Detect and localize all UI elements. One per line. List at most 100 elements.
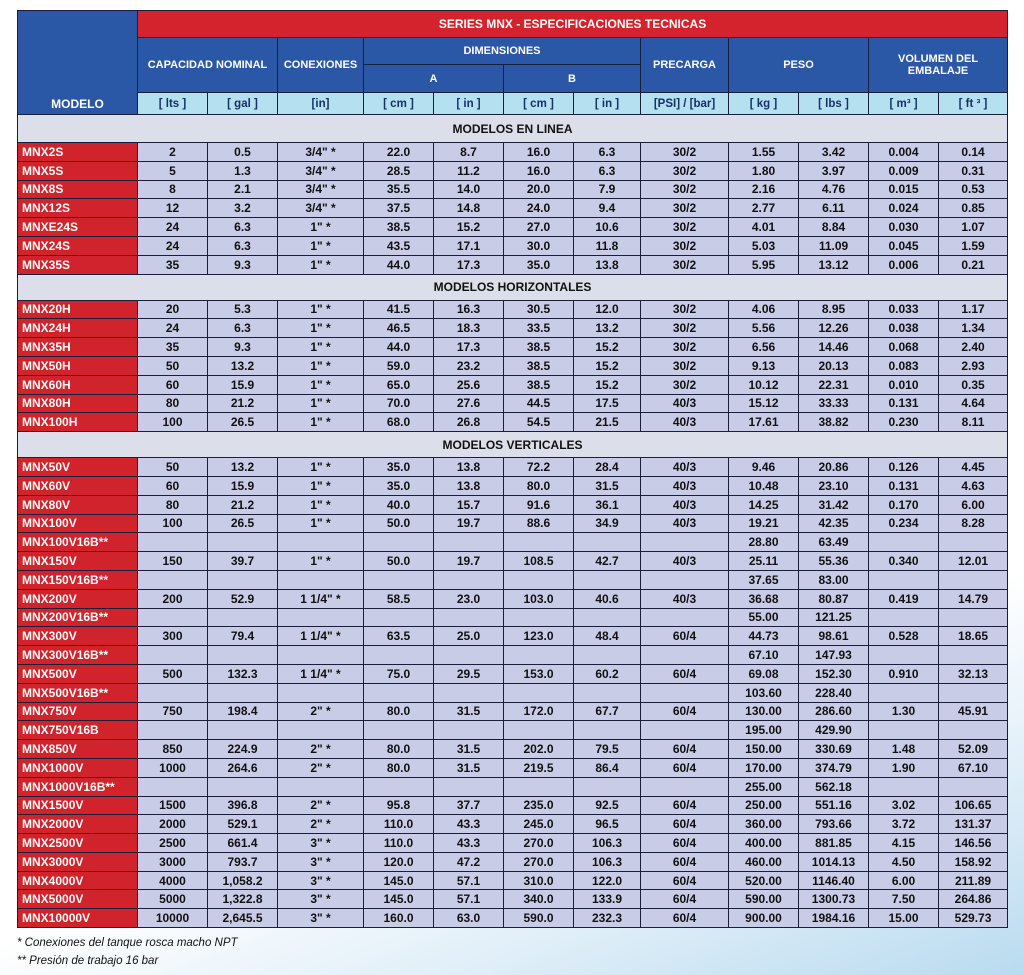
spec-cell <box>433 682 504 703</box>
spec-cell: 60/4 <box>640 663 729 684</box>
spec-cell: 30/2 <box>640 217 729 237</box>
spec-cell: 2.16 <box>728 179 799 200</box>
spec-cell <box>277 682 364 703</box>
data-row: MNX1000V16B** 255.00 562.18 <box>17 776 1009 797</box>
spec-cell: 8.95 <box>798 299 869 320</box>
spec-cell: 6.3 <box>573 160 641 181</box>
spec-cell: 30/2 <box>640 374 729 395</box>
spec-cell: 3/4" * <box>277 160 364 181</box>
spec-cell: 13.8 <box>433 457 504 477</box>
spec-cell: 79.4 <box>207 626 278 647</box>
spec-cell: 460.00 <box>728 851 799 872</box>
spec-cell: 100 <box>137 412 208 433</box>
spec-cell <box>433 569 504 590</box>
spec-cell: 41.5 <box>363 299 434 320</box>
model-name: MNX2000V <box>17 814 138 835</box>
spec-cell: 11.09 <box>798 235 869 256</box>
model-name: MNXE24S <box>17 217 138 237</box>
spec-cell: 270.0 <box>503 833 574 853</box>
spec-cell: 661.4 <box>207 833 278 853</box>
spec-cell: 44.0 <box>363 337 434 357</box>
data-row: MNX750V 750 198.4 2" * 80.0 31.5 172.0 67.7 60/4… <box>17 701 1009 722</box>
spec-cell: 15.9 <box>207 475 278 496</box>
model-name: MNX80V <box>17 494 138 515</box>
spec-cell: 60/4 <box>640 833 729 853</box>
data-row: MNX80H 80 21.2 1" * 70.0 27.6 44.5 17.5 40/3 15.1… <box>17 393 1009 414</box>
spec-cell: 60/4 <box>640 889 729 910</box>
volume-header: VOLUMEN DEL EMBALAJE <box>867 37 1009 93</box>
spec-cell <box>937 607 1009 628</box>
model-name: MNX150V16B** <box>17 569 138 590</box>
data-row: MNX1500V 1500 396.8 2" * 95.8 37.7 235.0 92.5 60… <box>17 795 1009 816</box>
spec-cell: 2.93 <box>937 355 1009 376</box>
spec-cell: 67.7 <box>573 701 641 722</box>
footnote: ** Presión de trabajo 16 bar <box>17 955 159 967</box>
spec-cell: 34.9 <box>573 513 641 534</box>
spec-cell: 19.7 <box>433 551 504 571</box>
spec-cell: 22.0 <box>363 142 434 162</box>
spec-cell: 529.73 <box>937 908 1009 929</box>
spec-cell: 9.46 <box>728 457 799 477</box>
spec-cell: 195.00 <box>728 720 799 741</box>
data-row: MNX35H 35 9.3 1" * 44.0 17.3 38.5 15.2 30/2 6.56 1… <box>17 337 1009 357</box>
spec-cell <box>503 569 574 590</box>
spec-cell: 15.2 <box>573 355 641 376</box>
spec-cell: 31.5 <box>433 757 504 778</box>
spec-cell: 8.84 <box>798 217 869 237</box>
spec-cell: 24 <box>137 318 208 339</box>
model-name: MNX5000V <box>17 889 138 910</box>
spec-cell: 60/4 <box>640 870 729 891</box>
model-name: MNX50H <box>17 355 138 376</box>
spec-cell: 83.00 <box>798 569 869 590</box>
spec-cell: 80.0 <box>503 475 574 496</box>
data-row: MNX35S 35 9.3 1" * 44.0 17.3 35.0 13.8 30/2 5.95 1… <box>17 254 1009 275</box>
spec-cell: 52.9 <box>207 588 278 609</box>
model-name: MNX2500V <box>17 833 138 853</box>
model-name: MNX200V <box>17 588 138 609</box>
spec-cell <box>207 682 278 703</box>
data-row: MNX20H 20 5.3 1" * 41.5 16.3 30.5 12.0 30/2 4.06 8… <box>17 299 1009 320</box>
spec-cell: 21.2 <box>207 393 278 414</box>
spec-cell: 14.0 <box>433 179 504 200</box>
spec-cell: 264.86 <box>937 889 1009 910</box>
spec-cell: 5.56 <box>728 318 799 339</box>
spec-cell: 15.7 <box>433 494 504 515</box>
spec-cell: 3.97 <box>798 160 869 181</box>
spec-cell: 4.50 <box>868 851 939 872</box>
spec-cell: 0.35 <box>937 374 1009 395</box>
spec-cell <box>868 645 939 665</box>
unit-header: [ in ] <box>573 92 641 115</box>
spec-cell <box>363 532 434 553</box>
spec-cell: 0.004 <box>868 142 939 162</box>
spec-cell: 8 <box>137 179 208 200</box>
spec-cell <box>937 720 1009 741</box>
spec-cell: 9.13 <box>728 355 799 376</box>
data-row: MNX2000V 2000 529.1 2" * 110.0 43.3 245.0 96.5 6… <box>17 814 1009 835</box>
spec-cell <box>573 720 641 741</box>
data-row: MNX50V 50 13.2 1" * 35.0 13.8 72.2 28.4 40/3 9.46… <box>17 457 1009 477</box>
data-row: MNX850V 850 224.9 2" * 80.0 31.5 202.0 79.5 60/4… <box>17 739 1009 759</box>
spec-cell: 14.79 <box>937 588 1009 609</box>
spec-cell <box>640 607 729 628</box>
spec-cell: 29.5 <box>433 663 504 684</box>
spec-cell: 0.030 <box>868 217 939 237</box>
spec-cell <box>137 645 208 665</box>
spec-cell: 40/3 <box>640 494 729 515</box>
spec-cell: 147.93 <box>798 645 869 665</box>
model-name: MNX750V <box>17 701 138 722</box>
spec-cell: 44.5 <box>503 393 574 414</box>
model-name: MNX500V16B** <box>17 682 138 703</box>
spec-cell: 96.5 <box>573 814 641 835</box>
table-title: SERIES MNX - ESPECIFICACIONES TECNICAS <box>136 10 1009 38</box>
spec-cell: 152.30 <box>798 663 869 684</box>
spec-cell: 43.5 <box>363 235 434 256</box>
spec-cell <box>503 532 574 553</box>
data-row: MNX10000V 10000 2,645.5 3" * 160.0 63.0 590.0 2… <box>17 908 1009 929</box>
spec-cell: 40/3 <box>640 412 729 433</box>
spec-cell <box>433 776 504 797</box>
spec-cell: 68.0 <box>363 412 434 433</box>
spec-cell: 1" * <box>277 217 364 237</box>
spec-cell: 30/2 <box>640 355 729 376</box>
model-name: MNX50V <box>17 457 138 477</box>
model-name: MNX750V16B <box>17 720 138 741</box>
